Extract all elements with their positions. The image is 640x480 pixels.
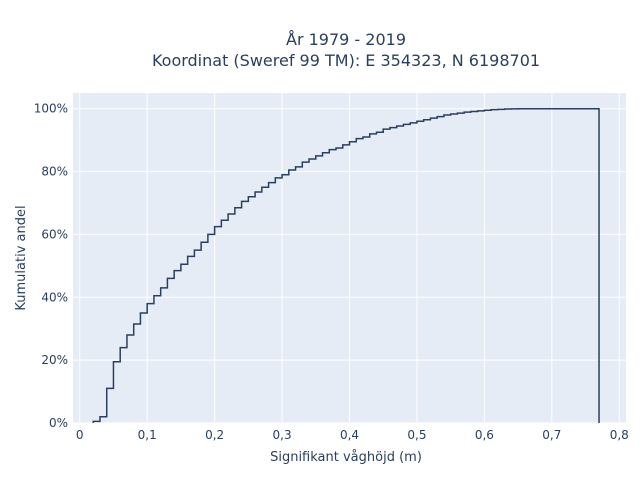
x-tick-label: 0,2 [205, 428, 224, 442]
cdf-step-line [92, 107, 600, 423]
x-tick-label: 0,6 [475, 428, 494, 442]
x-tick-label: 0,3 [273, 428, 292, 442]
x-tick-label: 0 [76, 428, 84, 442]
x-axis-ticks: 0 0,1 0,2 0,3 0,4 0,5 0,6 0,7 0,8 [76, 428, 629, 442]
chart-title-line-1: År 1979 - 2019 [286, 30, 406, 49]
x-tick-label: 0,7 [542, 428, 561, 442]
x-gridlines [79, 93, 620, 423]
y-tick-label: 100% [34, 102, 68, 116]
chart-title: År 1979 - 2019 Koordinat (Sweref 99 TM):… [152, 30, 540, 70]
y-tick-label: 40% [41, 290, 68, 304]
y-gridlines [73, 108, 626, 424]
x-tick-label: 0,5 [407, 428, 426, 442]
y-tick-label: 0% [49, 416, 68, 430]
chart-title-line-2: Koordinat (Sweref 99 TM): E 354323, N 61… [152, 51, 540, 70]
x-axis-title: Signifikant våghöjd (m) [270, 450, 422, 465]
x-tick-label: 0,1 [138, 428, 157, 442]
y-axis-title: Kumulativ andel [14, 205, 29, 310]
y-tick-label: 60% [41, 227, 68, 241]
y-tick-label: 80% [41, 165, 68, 179]
series-layer [92, 107, 600, 423]
x-tick-label: 0,4 [340, 428, 359, 442]
x-tick-label: 0,8 [610, 428, 629, 442]
y-tick-label: 20% [41, 353, 68, 367]
y-axis-ticks: 0% 20% 40% 60% 80% 100% [34, 102, 68, 430]
